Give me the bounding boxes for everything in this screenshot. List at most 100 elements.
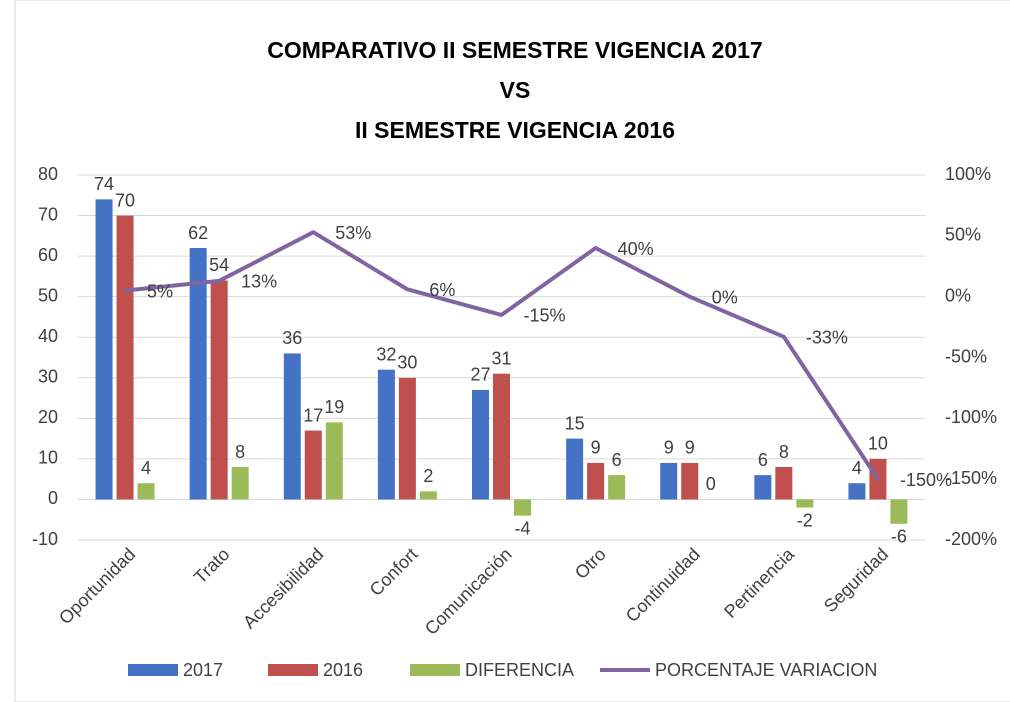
x-tick-label: Comunicación: [421, 544, 516, 639]
y2-tick-label: 50%: [945, 225, 981, 245]
legend-swatch: [128, 664, 178, 676]
y-tick-label: 70: [38, 204, 58, 224]
chart-border: [14, 0, 1010, 702]
x-tick-label: Pertinencia: [720, 543, 799, 622]
x-tick-label: Accesibilidad: [239, 544, 327, 632]
bar: [377, 369, 395, 500]
x-tick-label: Confort: [366, 544, 422, 600]
data-label: 19: [324, 397, 344, 417]
legend-label: PORCENTAJE VARIACION: [655, 660, 877, 680]
data-label: 8: [235, 442, 245, 462]
data-label: 4: [141, 458, 151, 478]
data-label: 30: [397, 353, 417, 373]
data-label: 0: [706, 474, 716, 494]
data-label: 4: [852, 458, 862, 478]
y-tick-label: 80: [38, 164, 58, 184]
y-tick-label: 20: [38, 407, 58, 427]
y2-tick-label: -100%: [945, 407, 997, 427]
bar: [137, 483, 155, 500]
line-label: -150%: [900, 470, 952, 490]
data-label: 27: [470, 365, 490, 385]
bar: [472, 389, 489, 500]
data-label: 36: [282, 328, 302, 348]
data-label: 10: [868, 434, 888, 454]
legend-label: 2016: [323, 660, 363, 680]
line: [124, 230, 880, 481]
bar: [754, 475, 772, 500]
legend-swatch: [268, 664, 318, 676]
data-label: 9: [591, 438, 601, 458]
data-label: 6: [758, 450, 768, 470]
data-label: 2: [423, 466, 433, 486]
bar: [398, 377, 416, 500]
legend-label: 2017: [183, 660, 223, 680]
data-label: 6: [612, 450, 622, 470]
bar: [210, 280, 228, 500]
legend-swatch: [410, 664, 460, 676]
y2-tick-label: -200%: [945, 529, 997, 549]
y-tick-label: 0: [48, 488, 58, 508]
bar: [116, 215, 134, 500]
data-label: 70: [115, 190, 135, 210]
y-tick-label: 50: [38, 285, 58, 305]
bar: [869, 458, 887, 500]
data-label: -6: [891, 527, 907, 547]
chart-title: COMPARATIVO II SEMESTRE VIGENCIA 2017: [267, 37, 762, 63]
bar: [95, 199, 113, 500]
bar: [890, 499, 908, 524]
data-label: -4: [514, 518, 530, 538]
y2-tick-label: -50%: [945, 346, 987, 366]
data-label: 31: [491, 348, 511, 368]
bar: [514, 499, 531, 516]
line-label: 5%: [147, 281, 173, 301]
data-label: 9: [664, 438, 674, 458]
data-label: 54: [209, 255, 229, 275]
bar: [283, 353, 301, 500]
data-label: 74: [94, 174, 114, 194]
bar: [493, 373, 510, 500]
chart-title: VS: [500, 77, 531, 103]
data-label: 17: [303, 405, 323, 425]
line-label: 40%: [618, 239, 654, 259]
bar: [848, 483, 866, 500]
line-label: 13%: [241, 272, 277, 292]
y-tick-label: 60: [38, 245, 58, 265]
y-tick-label: 40: [38, 326, 58, 346]
line-label: 53%: [335, 223, 371, 243]
data-label: 32: [376, 344, 396, 364]
y-tick-label: -10: [32, 529, 58, 549]
y2-tick-label: 0%: [945, 285, 971, 305]
bar: [566, 438, 584, 500]
bar: [587, 462, 605, 500]
data-label: 8: [779, 442, 789, 462]
bar: [189, 248, 207, 500]
line-label: 6%: [429, 280, 455, 300]
chart-title: II SEMESTRE VIGENCIA 2016: [355, 117, 675, 143]
bar: [231, 467, 249, 500]
data-label: -2: [797, 510, 813, 530]
y2-tick-label: 100%: [945, 164, 991, 184]
data-label: 9: [685, 438, 695, 458]
x-tick-label: Trato: [190, 544, 233, 587]
x-tick-label: Seguridad: [820, 544, 892, 616]
y-tick-label: 10: [38, 448, 58, 468]
y-tick-label: 30: [38, 367, 58, 387]
data-label: 15: [565, 413, 585, 433]
bar: [775, 467, 793, 500]
bar: [796, 499, 814, 508]
line-label: -33%: [806, 328, 848, 348]
data-label: 62: [188, 223, 208, 243]
bar: [660, 462, 678, 500]
line-label: 0%: [712, 287, 738, 307]
x-tick-label: Otro: [571, 544, 610, 583]
bar: [304, 430, 322, 500]
x-tick-label: Oportunidad: [55, 544, 139, 628]
bar: [681, 462, 699, 500]
bar: [419, 491, 437, 500]
y2-tick-label: -150%: [945, 468, 997, 488]
bar: [325, 422, 343, 500]
legend-label: DIFERENCIA: [465, 660, 574, 680]
x-tick-label: Continuidad: [622, 544, 704, 626]
bar: [608, 475, 626, 500]
